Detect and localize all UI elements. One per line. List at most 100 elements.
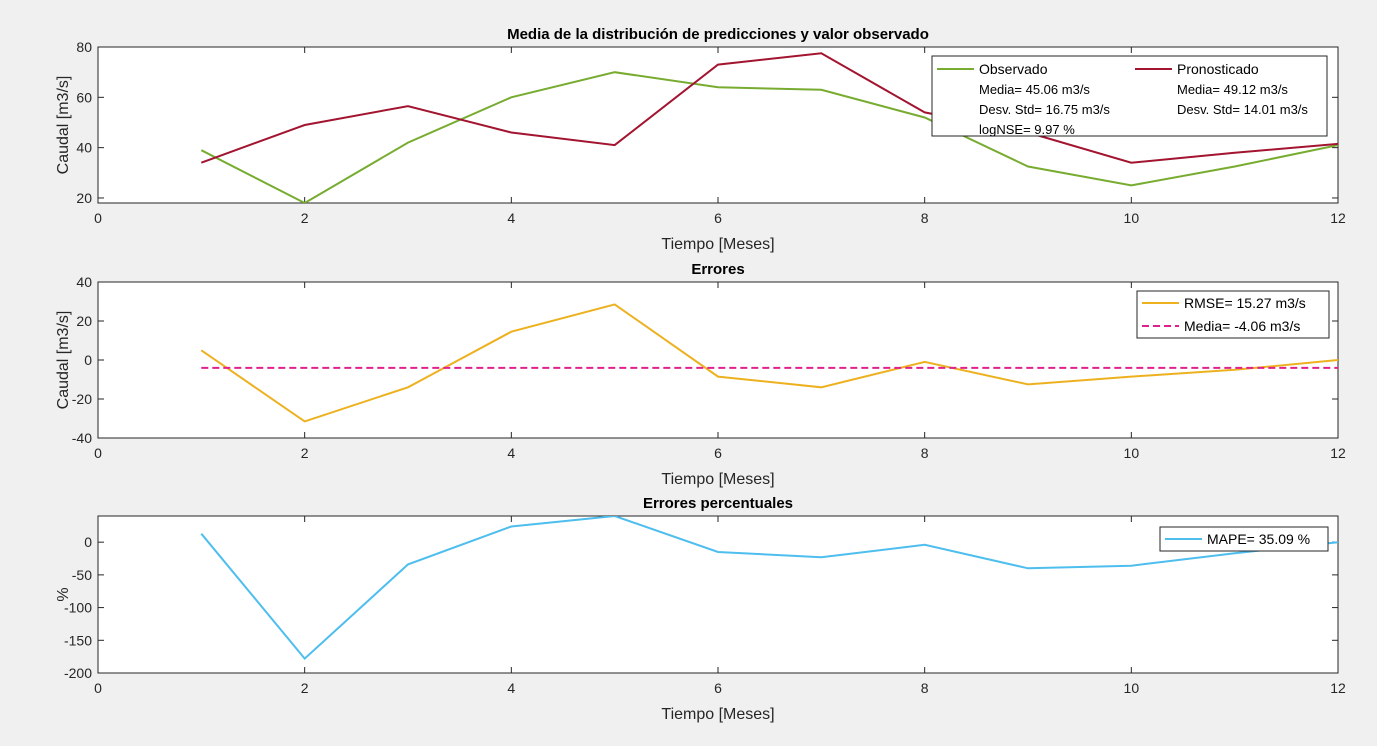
data-point xyxy=(1337,143,1339,145)
x-tick-label: 10 xyxy=(1124,210,1140,226)
data-point xyxy=(200,367,202,369)
legend-entry-label: MAPE= 35.09 % xyxy=(1207,531,1310,547)
series-line-1 xyxy=(200,516,1338,661)
data-point xyxy=(303,367,305,369)
data-point xyxy=(1337,541,1339,543)
data-point xyxy=(613,367,615,369)
data-point xyxy=(510,367,512,369)
axes-2: 0 2 4 6 8 10 12 -40 -20 0 20 40 Errores Tiempo [Meses… xyxy=(55,261,1346,488)
data-point xyxy=(1233,151,1235,153)
legend-stat-line: logNSE= 9.97 % xyxy=(979,122,1075,137)
legend-stat-line: Desv. Std= 14.01 m3/s xyxy=(1177,102,1308,117)
data-point xyxy=(717,551,719,553)
data-point xyxy=(407,386,409,388)
data-point xyxy=(1027,567,1029,569)
x-tick-label: 2 xyxy=(301,445,309,461)
data-point xyxy=(717,86,719,88)
x-tick-label: 12 xyxy=(1330,210,1346,226)
x-tick-label: 6 xyxy=(714,445,722,461)
y-tick-label: 20 xyxy=(76,190,92,206)
x-tick-label: 10 xyxy=(1124,680,1140,696)
data-point xyxy=(200,349,202,351)
y-axis-label: % xyxy=(55,587,72,601)
x-tick-label: 8 xyxy=(921,445,929,461)
y-axis-label: Caudal [m3/s] xyxy=(55,76,72,175)
data-point xyxy=(820,367,822,369)
chart-title: Errores xyxy=(691,261,744,278)
data-point xyxy=(923,361,925,363)
data-point xyxy=(1130,367,1132,369)
data-point xyxy=(1027,383,1029,385)
data-point xyxy=(613,303,615,305)
data-point xyxy=(1130,565,1132,567)
y-tick-label: -40 xyxy=(72,430,92,446)
chart-title: Media de la distribución de predicciones… xyxy=(507,26,929,43)
legend-box xyxy=(1136,290,1330,339)
data-point xyxy=(303,202,305,204)
data-point xyxy=(1337,359,1339,361)
data-point xyxy=(407,105,409,107)
data-point xyxy=(1027,367,1029,369)
data-point xyxy=(407,141,409,143)
legend: Observado Media= 45.06 m3/s Desv. Std= 16.… xyxy=(931,55,1328,137)
y-tick-label: -50 xyxy=(72,567,92,583)
data-point xyxy=(407,563,409,565)
data-point xyxy=(923,116,925,118)
x-tick-label: 12 xyxy=(1330,680,1346,696)
data-point xyxy=(1233,552,1235,554)
data-point xyxy=(613,71,615,73)
x-tick-label: 0 xyxy=(94,445,102,461)
axes-1: 0 2 4 6 8 10 12 20 40 60 80 Media de la distribució… xyxy=(55,26,1346,253)
y-tick-label: 80 xyxy=(76,39,92,55)
data-point xyxy=(407,367,409,369)
data-point xyxy=(1233,367,1235,369)
data-point xyxy=(510,525,512,527)
plot-area xyxy=(97,515,1339,674)
y-tick-label: 20 xyxy=(76,313,92,329)
data-point xyxy=(510,131,512,133)
series-line-1 xyxy=(200,303,1338,423)
data-point xyxy=(820,386,822,388)
data-point xyxy=(200,532,202,534)
data-point xyxy=(717,375,719,377)
y-tick-label: 40 xyxy=(76,140,92,156)
y-tick-label: -100 xyxy=(64,600,92,616)
data-point xyxy=(303,657,305,659)
data-point xyxy=(923,544,925,546)
series-line-1 xyxy=(200,71,1338,203)
x-tick-label: 4 xyxy=(507,445,515,461)
data-point xyxy=(200,149,202,151)
x-tick-label: 0 xyxy=(94,680,102,696)
data-point xyxy=(510,96,512,98)
data-point xyxy=(1027,165,1029,167)
chart-title: Errores percentuales xyxy=(643,495,793,512)
data-point xyxy=(510,331,512,333)
data-point xyxy=(820,89,822,91)
x-tick-label: 2 xyxy=(301,680,309,696)
x-tick-label: 8 xyxy=(921,210,929,226)
data-point xyxy=(613,515,615,517)
x-tick-label: 0 xyxy=(94,210,102,226)
legend-box xyxy=(931,55,1328,137)
x-tick-label: 6 xyxy=(714,680,722,696)
legend-stat-line: Desv. Std= 16.75 m3/s xyxy=(979,102,1110,117)
data-point xyxy=(923,367,925,369)
data-point xyxy=(303,124,305,126)
x-axis-label: Tiempo [Meses] xyxy=(661,236,774,253)
data-point xyxy=(820,52,822,54)
data-point xyxy=(1130,375,1132,377)
axes-3: 0 2 4 6 8 10 12 -200 -150 -100 -50 0 Errores percent… xyxy=(55,495,1346,723)
data-point xyxy=(1130,184,1132,186)
y-tick-label: -200 xyxy=(64,665,92,681)
y-tick-label: 0 xyxy=(84,352,92,368)
legend-entry-label: Media= -4.06 m3/s xyxy=(1184,318,1300,334)
x-tick-label: 10 xyxy=(1124,445,1140,461)
legend-entry-label: Pronosticado xyxy=(1177,61,1259,77)
data-point xyxy=(717,367,719,369)
x-tick-label: 4 xyxy=(507,680,515,696)
data-point xyxy=(1337,367,1339,369)
x-axis-label: Tiempo [Meses] xyxy=(661,706,774,723)
x-tick-label: 8 xyxy=(921,680,929,696)
series-line-2 xyxy=(200,52,1338,164)
